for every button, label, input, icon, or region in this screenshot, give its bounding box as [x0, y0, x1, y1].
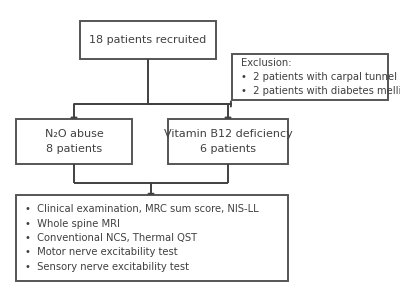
Text: N₂O abuse
8 patients: N₂O abuse 8 patients: [45, 129, 103, 154]
Text: •  Clinical examination, MRC sum score, NIS-LL
•  Whole spine MRI
•  Conventiona: • Clinical examination, MRC sum score, N…: [25, 204, 258, 272]
Text: Exclusion:
•  2 patients with carpal tunnel syndrome
•  2 patients with diabetes: Exclusion: • 2 patients with carpal tunn…: [241, 57, 400, 96]
FancyBboxPatch shape: [168, 119, 288, 164]
FancyBboxPatch shape: [232, 54, 388, 100]
FancyBboxPatch shape: [80, 21, 216, 59]
FancyBboxPatch shape: [16, 119, 132, 164]
Text: Vitamin B12 deficiency
6 patients: Vitamin B12 deficiency 6 patients: [164, 129, 292, 154]
FancyBboxPatch shape: [16, 195, 288, 281]
Text: 18 patients recruited: 18 patients recruited: [89, 35, 207, 45]
